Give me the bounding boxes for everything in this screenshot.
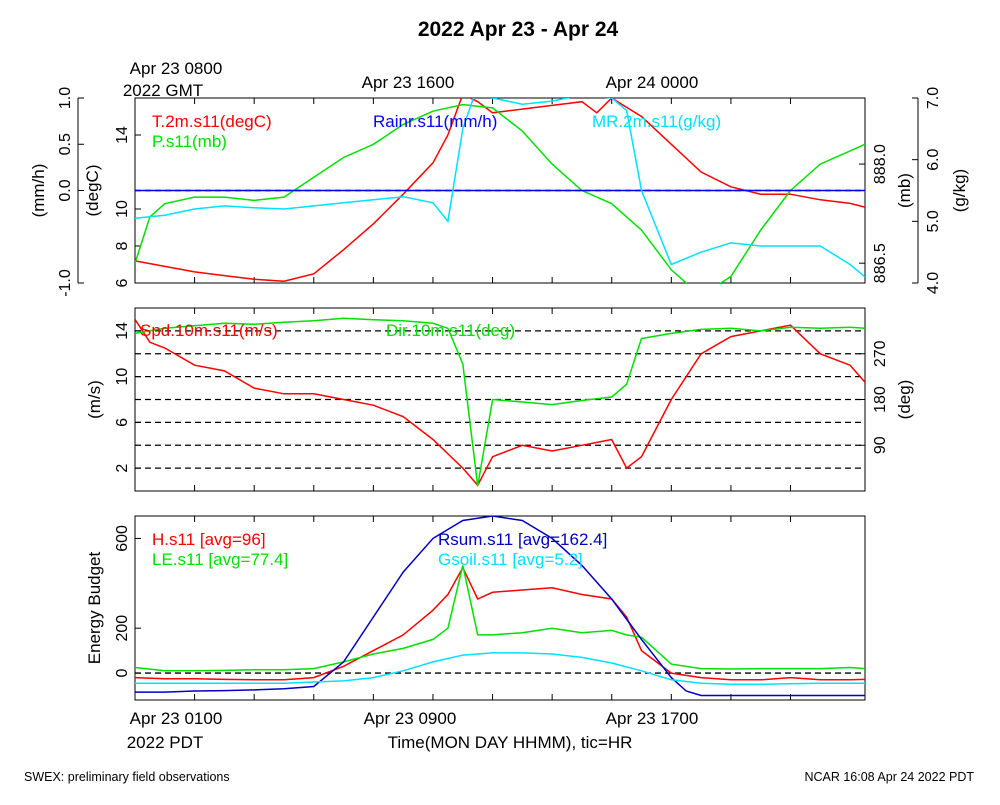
legend-entry-1-1: T.2m.s11(degC) xyxy=(152,112,272,131)
top-time-label-2: Apr 23 1600 xyxy=(362,73,455,92)
panel-3-frame xyxy=(134,515,866,701)
right-tick-label-1-2: 180 xyxy=(872,386,889,413)
left-axis-label-1: (m/s) xyxy=(85,380,104,419)
bottom-time-label-3: Apr 23 1700 xyxy=(606,709,699,728)
left-tick-label-2-3: 10 xyxy=(114,200,131,218)
left-tick-label-1-3: 600 xyxy=(114,525,131,552)
series-line-2-2 xyxy=(135,317,865,487)
left-tick-label-1-1: 0 xyxy=(114,669,131,678)
legend-entry-3-4: Gsoil.s11 [avg=5.2] xyxy=(438,550,583,569)
panel-1: -1.0 0.0 0.5 1.0 (mm/h) 6 8 10 14 (degC) 886.5 888.… xyxy=(29,87,969,297)
right-axis-label-1: (mb) xyxy=(895,173,914,208)
right-tick-label-1-1: 886.5 xyxy=(872,243,889,283)
page-title: 2022 Apr 23 - Apr 24 xyxy=(418,18,619,41)
left-tick-label-1-2: 0.0 xyxy=(57,179,74,201)
right-tick-label-1-3: 270 xyxy=(872,340,889,367)
legend-entry-2-1: Spd.10m.s11(m/s) xyxy=(140,321,278,340)
footer-right: NCAR 16:08 Apr 24 2022 PDT xyxy=(804,770,974,784)
left-tick-label-1-1: -1.0 xyxy=(57,269,74,297)
left-tick-label-1-2: 6 xyxy=(114,418,131,427)
left-tick-label-1-4: 1.0 xyxy=(57,87,74,109)
right-tick-label-2-4: 7.0 xyxy=(925,87,942,109)
series-line-3-2 xyxy=(135,565,865,672)
legend-entry-3-1: H.s11 [avg=96] xyxy=(152,530,266,549)
right-tick-label-1-2: 888.0 xyxy=(872,144,889,184)
series-line-1-1 xyxy=(135,98,865,282)
right-axis-label-2: (g/kg) xyxy=(950,169,969,212)
left-axis-label-1: (mm/h) xyxy=(29,164,48,218)
legend-entry-1-2: P.s11(mb) xyxy=(152,132,227,151)
footer-left: SWEX: preliminary field observations xyxy=(24,770,230,784)
legend-entry-3-2: LE.s11 [avg=77.4] xyxy=(152,550,288,569)
top-time-label-1: Apr 23 0800 xyxy=(130,59,223,78)
legend-entry-1-4: MR.2m.s11(g/kg) xyxy=(592,112,721,131)
left-tick-label-1-2: 200 xyxy=(114,615,131,642)
left-tick-label-2-2: 8 xyxy=(114,241,131,250)
series-line-3-4 xyxy=(135,652,865,686)
right-tick-label-1-1: 90 xyxy=(872,436,889,454)
left-tick-label-2-1: 6 xyxy=(114,278,131,287)
series-line-2-1 xyxy=(135,318,865,487)
bottom-time-label-2: Apr 23 0900 xyxy=(364,709,457,728)
top-time-label-1-sub: 2022 GMT xyxy=(123,81,203,100)
legend-entry-2-2: Dir.10m.s11(deg) xyxy=(386,321,515,340)
right-tick-label-2-1: 4.0 xyxy=(925,272,942,294)
left-tick-label-2-4: 14 xyxy=(114,126,131,144)
series-line-1-4 xyxy=(135,98,865,278)
bottom-time-label-1-sub: 2022 PDT xyxy=(127,733,204,752)
left-tick-label-1-1: 2 xyxy=(114,464,131,473)
legend-entry-3-3: Rsum.s11 [avg=162.4] xyxy=(438,530,607,549)
series-line-3-1 xyxy=(135,565,865,681)
left-tick-label-1-3: 0.5 xyxy=(57,133,74,155)
right-tick-label-2-3: 6.0 xyxy=(925,148,942,170)
legend-entry-1-3: Rainr.s11(mm/h) xyxy=(373,112,497,131)
series-line-3-3 xyxy=(135,516,865,697)
left-tick-label-1-4: 14 xyxy=(114,322,131,340)
right-axis-label-1: (deg) xyxy=(895,380,914,420)
left-axis-label-2: (degC) xyxy=(83,165,102,217)
bottom-time-label-1: Apr 23 0100 xyxy=(130,709,223,728)
panel-3: 0 200 600 Energy Budget H.s11 [avg=96]LE.s11… xyxy=(85,515,866,701)
left-tick-label-1-3: 10 xyxy=(114,368,131,386)
top-time-label-3: Apr 24 0000 xyxy=(606,73,699,92)
x-axis-label: Time(MON DAY HHMM), tic=HR xyxy=(388,733,633,752)
left-axis-label-1: Energy Budget xyxy=(85,551,104,664)
series-line-1-2 xyxy=(135,103,865,283)
chart-panels: -1.0 0.0 0.5 1.0 (mm/h) 6 8 10 14 (degC) 886.5 888.… xyxy=(29,87,969,701)
right-tick-label-2-2: 5.0 xyxy=(925,210,942,232)
panel-2: 2 6 10 14 (m/s) 90 180 270 (deg) Spd.10m.s11(m/s)… xyxy=(85,307,914,492)
